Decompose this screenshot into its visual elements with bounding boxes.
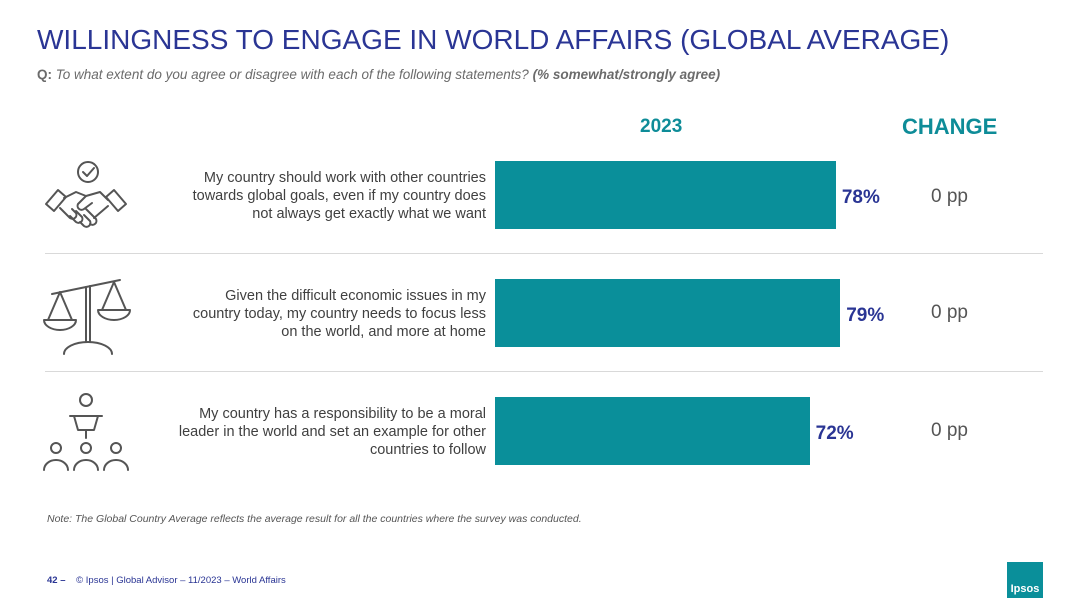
question-emphasis: (% somewhat/strongly agree) (532, 67, 721, 82)
question-body: To what extent do you agree or disagree … (55, 67, 529, 82)
bar-value-label-1: 78% (841, 187, 880, 208)
bar-2 (495, 279, 841, 347)
handshake-icon (45, 161, 127, 228)
change-value-2: 0 pp (931, 302, 968, 323)
change-value-1: 0 pp (931, 186, 968, 207)
divider (45, 253, 1043, 254)
change-value-3: 0 pp (931, 420, 968, 441)
chart-row-1: My country should work with other countr… (0, 144, 1080, 262)
page-title: WILLINGNESS TO ENGAGE IN WORLD AFFAIRS (… (37, 24, 950, 55)
footer-text: © Ipsos | Global Advisor – 11/2023 – Wor… (76, 575, 286, 586)
column-header-change: CHANGE (902, 114, 998, 139)
bar-3 (495, 397, 810, 465)
page-number: 42 – (47, 575, 66, 586)
bar-1 (495, 161, 836, 229)
row-label-3: My country has a responsibility to be a … (178, 406, 486, 458)
bar-value-label-2: 79% (846, 305, 885, 326)
footer: 42 – © Ipsos | Global Advisor – 11/2023 … (47, 575, 286, 586)
chart-row-3: My country has a responsibility to be a … (0, 380, 1080, 498)
leader-podium-icon (43, 393, 129, 471)
bar-value-label-3: 72% (815, 423, 854, 444)
question-prefix: Q: (37, 67, 52, 82)
row-label-2: Given the difficult economic issues in m… (192, 288, 486, 340)
footnote: Note: The Global Country Average reflect… (47, 513, 582, 525)
scales-icon (43, 279, 131, 355)
ipsos-logo: Ipsos (1007, 562, 1043, 598)
question-text: Q: To what extent do you agree or disagr… (37, 67, 720, 82)
chart-row-2: Given the difficult economic issues in m… (0, 262, 1080, 380)
divider (45, 371, 1043, 372)
row-label-1: My country should work with other countr… (192, 170, 486, 222)
column-header-2023: 2023 (640, 116, 683, 137)
